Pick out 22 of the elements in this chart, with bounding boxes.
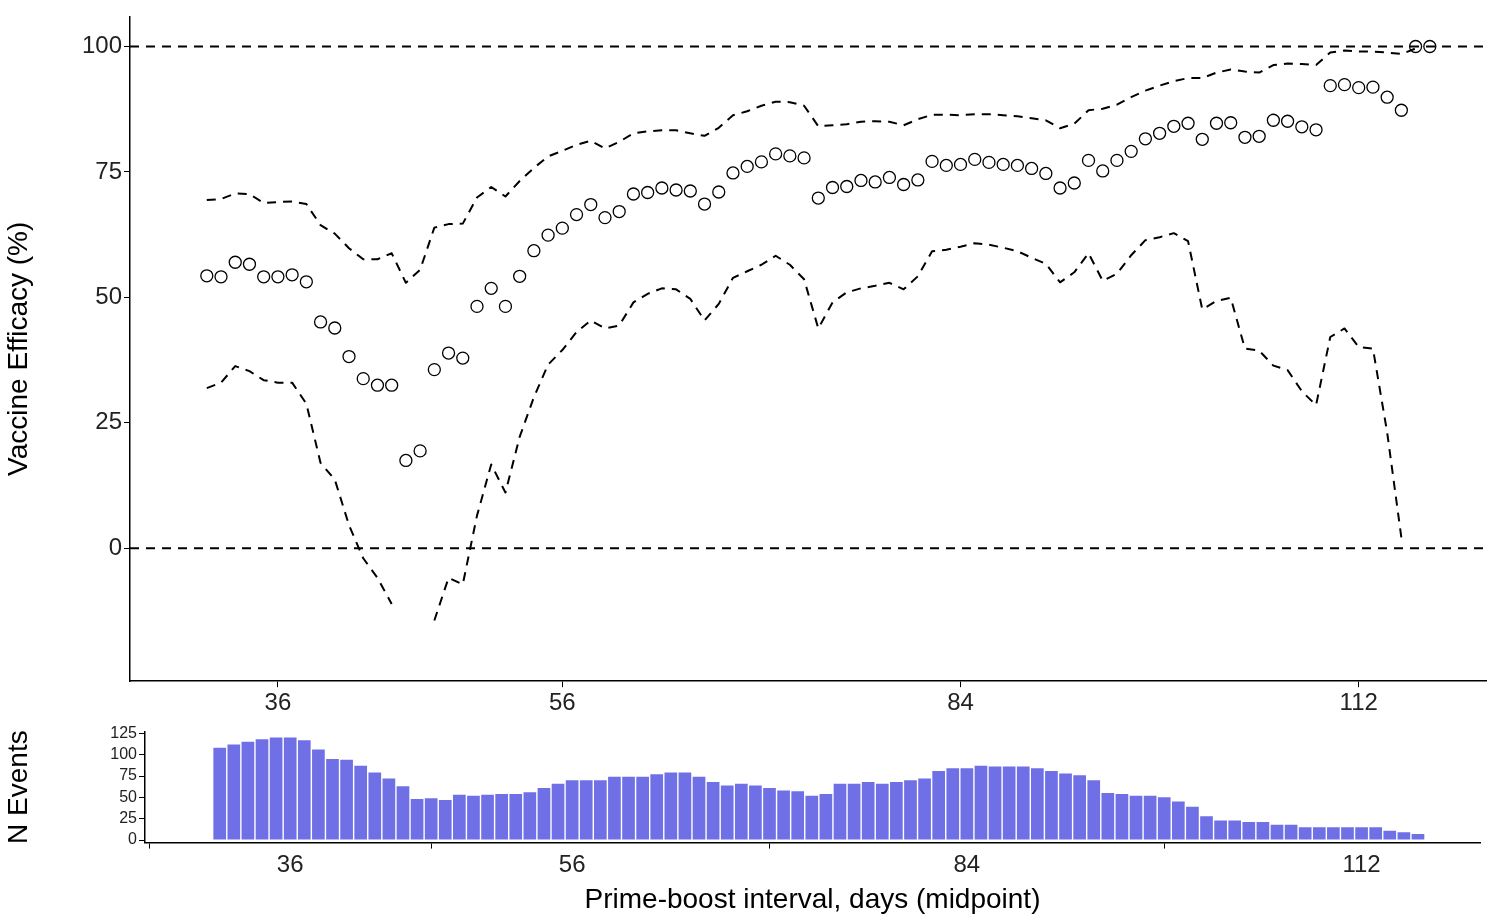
y-tick-label: 0 [108,532,122,560]
y-tick-label: 25 [119,809,138,827]
y-axis-title: N Events [1,730,33,844]
y-tick-label: 100 [81,31,122,59]
y-tick-label: 75 [119,766,138,784]
x-tick-label: 36 [276,849,304,877]
x-tick-label: 84 [947,688,974,716]
y-axis-title: Vaccine Efficacy (%) [1,221,33,476]
x-axis-title: Prime-boost interval, days (midpoint) [584,882,1041,914]
y-tick-label: 75 [95,156,122,184]
x-tick-label: 36 [264,688,292,716]
x-tick-label: 56 [548,688,576,716]
x-tick-label: 112 [1339,688,1378,716]
y-tick-label: 100 [110,745,138,763]
y-tick-label: 25 [95,407,122,435]
y-tick-label: 50 [95,282,122,309]
y-tick-label: 125 [110,723,138,741]
x-tick-label: 84 [953,849,981,877]
x-tick-label: 112 [1342,849,1381,877]
x-tick-label: 56 [558,849,586,877]
y-tick-label: 50 [119,787,138,805]
y-tick-label: 0 [128,830,138,848]
